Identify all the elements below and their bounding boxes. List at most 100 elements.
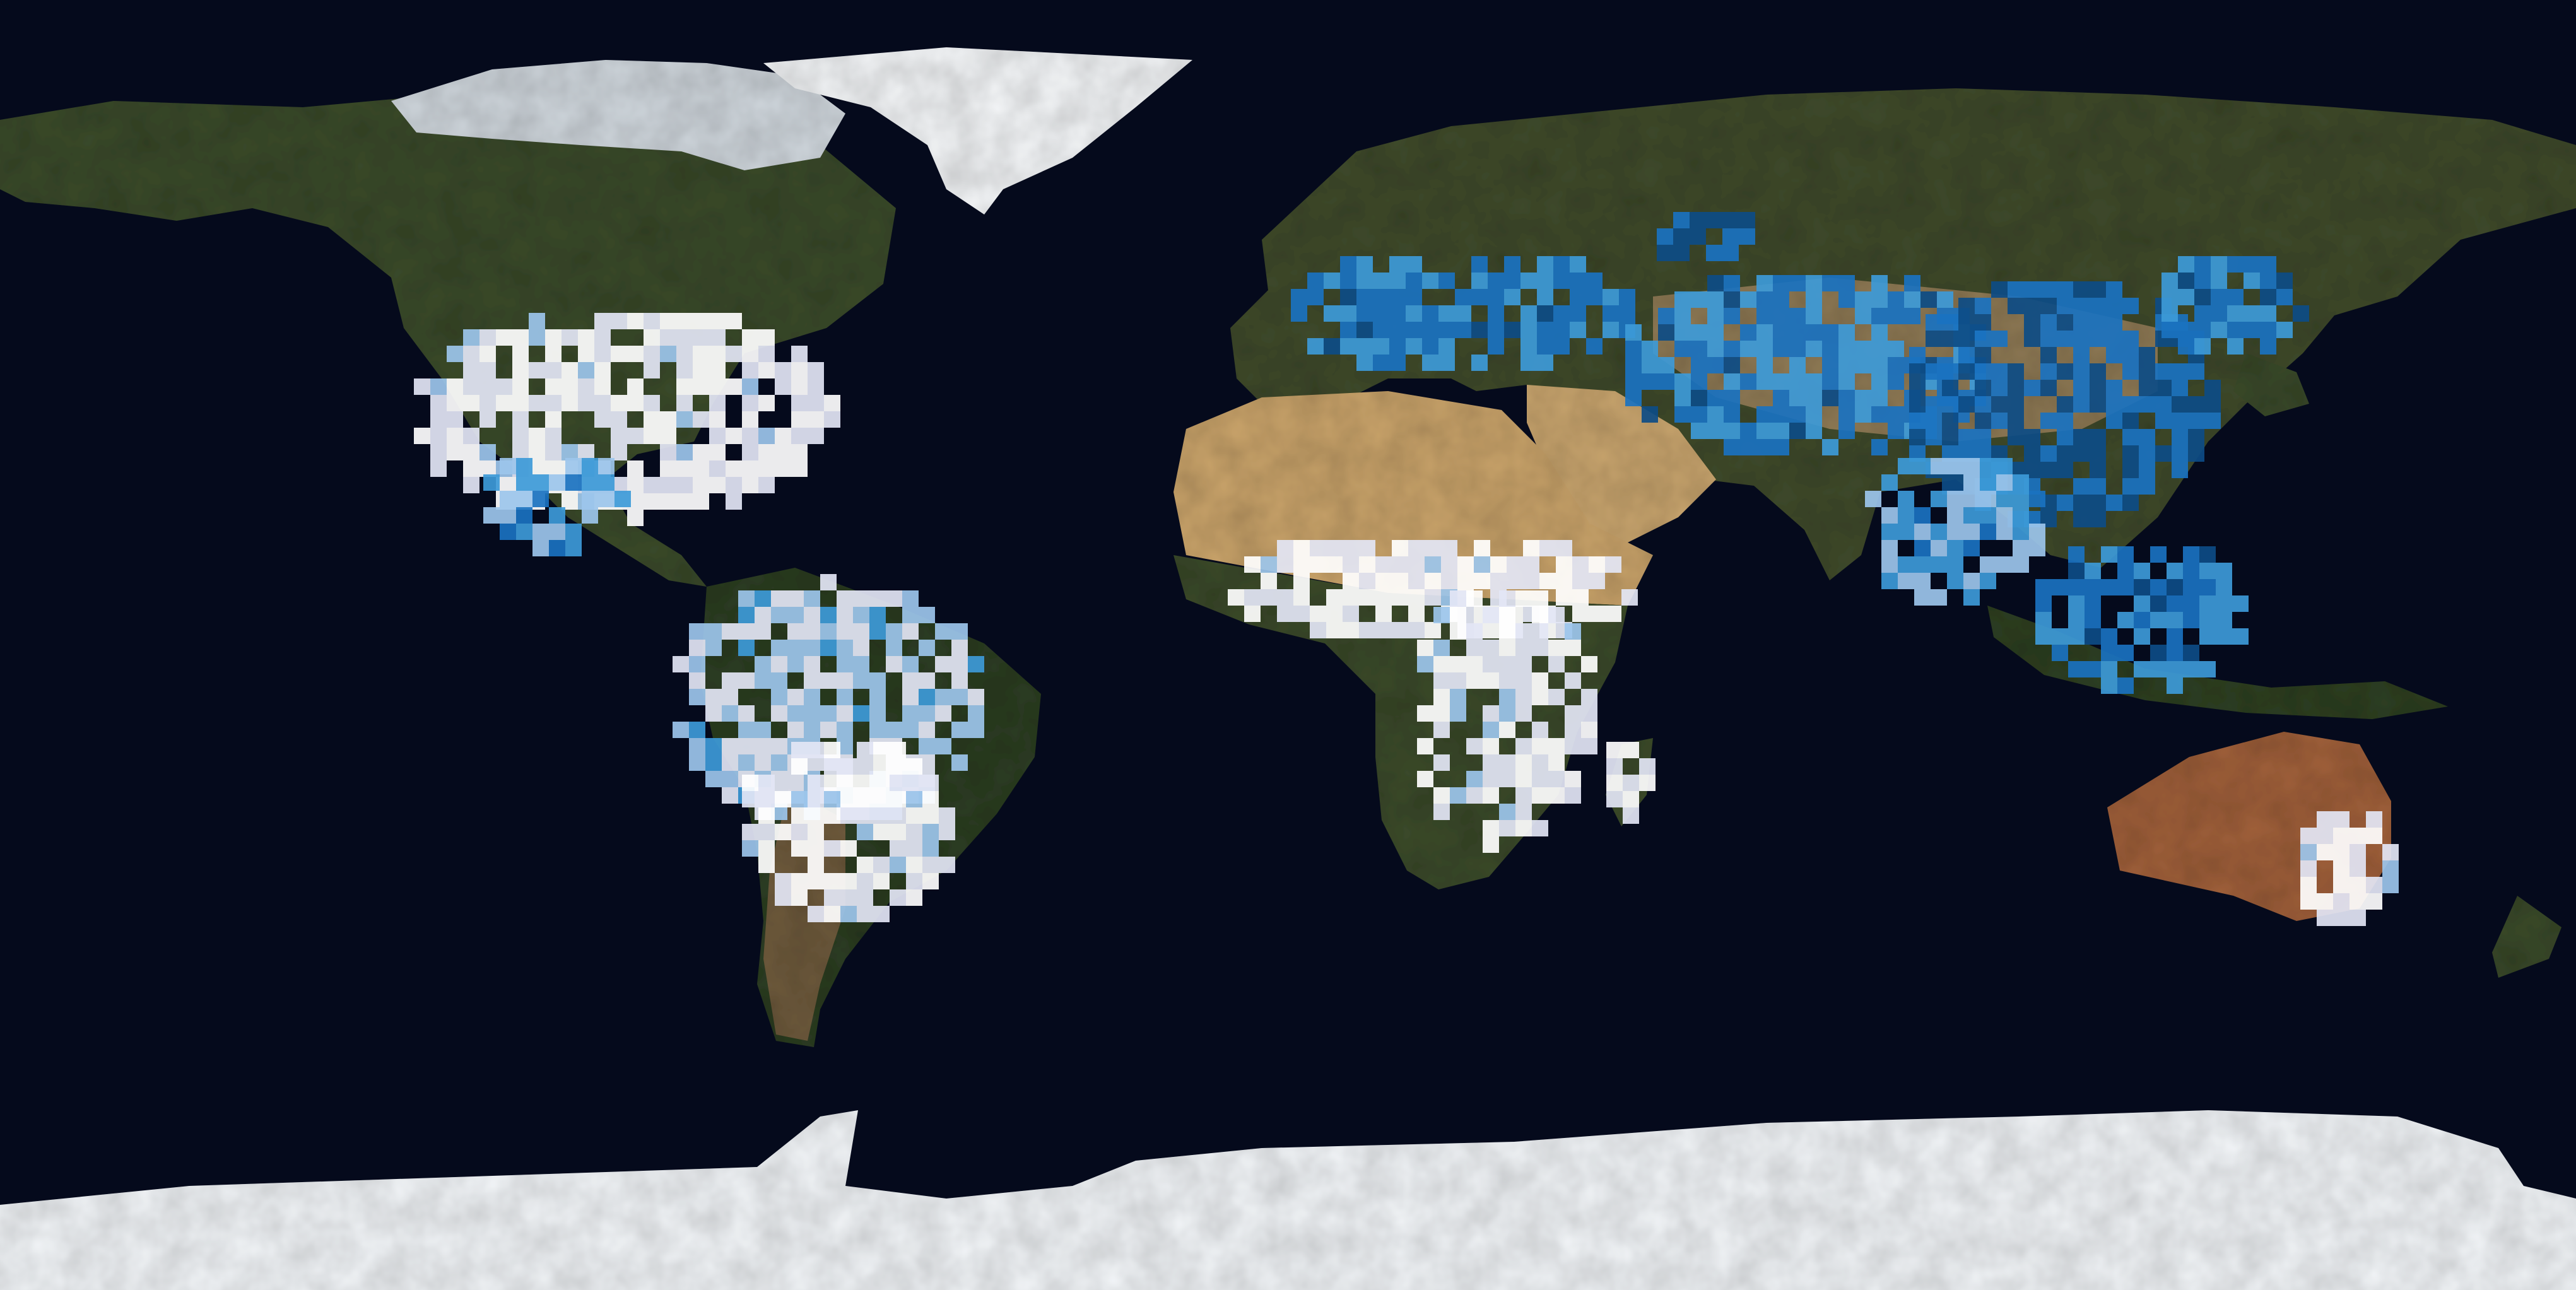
grid-cell (2122, 413, 2139, 429)
grid-cell (1520, 273, 1537, 289)
grid-cell (890, 758, 906, 775)
grid-cell (1310, 556, 1326, 573)
grid-cell (1548, 607, 1565, 623)
grid-cell (529, 444, 545, 460)
grid-cell (775, 444, 791, 460)
grid-cell (689, 738, 705, 754)
grid-cell (1980, 507, 1996, 524)
grid-cell (853, 590, 869, 607)
grid-cell (1450, 623, 1466, 640)
grid-cell (2090, 495, 2106, 511)
grid-cell (430, 460, 447, 477)
grid-cell (496, 395, 512, 411)
grid-cell (1507, 556, 1523, 573)
grid-cell (1326, 556, 1343, 573)
grid-cell (2024, 380, 2040, 396)
grid-cell (2057, 445, 2073, 462)
grid-cell (1417, 771, 1433, 787)
grid-cell (771, 754, 787, 771)
grid-cell (1466, 623, 1483, 640)
grid-cell (1898, 507, 1914, 524)
grid-cell (1553, 305, 1570, 322)
grid-cell (2106, 298, 2122, 314)
grid-cell (791, 840, 808, 857)
grid-cell (840, 775, 857, 791)
grid-cell (2101, 628, 2117, 645)
grid-cell (824, 906, 840, 922)
grid-cell (2035, 628, 2052, 645)
grid-cell (676, 477, 693, 493)
grid-cell (2300, 844, 2317, 860)
grid-cell (2317, 828, 2333, 844)
grid-cell (2333, 910, 2350, 926)
grid-cell (742, 346, 758, 362)
grid-cell (1515, 590, 1532, 607)
grid-cell (1406, 322, 1422, 338)
grid-cell (2350, 844, 2366, 860)
grid-cell (1438, 355, 1455, 371)
grid-cell (2366, 828, 2382, 844)
grid-cell (906, 840, 922, 857)
grid-cell (2194, 273, 2211, 289)
grid-cell (447, 444, 463, 460)
grid-cell (1756, 324, 1773, 341)
grid-cell (1499, 689, 1515, 705)
grid-cell (1603, 289, 1619, 305)
grid-cell (1724, 341, 1740, 357)
grid-cell (1619, 305, 1635, 322)
grid-cell (2244, 322, 2260, 338)
grid-cell (1406, 305, 1422, 322)
grid-cell (2040, 380, 2057, 396)
grid-cell (598, 491, 615, 507)
grid-cell (1581, 656, 1597, 672)
grid-cell (545, 428, 562, 444)
grid-cell (705, 623, 722, 640)
grid-cell (804, 656, 820, 672)
grid-cell (1926, 314, 1942, 331)
grid-cell (1806, 390, 1822, 406)
grid-cell (2057, 281, 2073, 298)
grid-cell (840, 873, 857, 889)
grid-cell (2090, 478, 2106, 495)
grid-cell (873, 824, 890, 840)
grid-cell (479, 362, 496, 378)
grid-cell (886, 656, 902, 672)
grid-cell (1789, 341, 1806, 357)
grid-cell (2134, 579, 2150, 595)
grid-cell (742, 378, 758, 395)
grid-cell (804, 640, 820, 656)
grid-cell (644, 477, 660, 493)
grid-cell (2139, 396, 2155, 413)
grid-cell (676, 378, 693, 395)
grid-cell (2366, 811, 2382, 828)
grid-cell (693, 460, 709, 477)
grid-cell (808, 824, 824, 840)
grid-cell (1392, 540, 1408, 556)
grid-cell (1455, 322, 1471, 338)
grid-cell (775, 889, 791, 906)
grid-cell (1865, 491, 1881, 507)
grid-cell (2167, 579, 2183, 595)
grid-cell (1515, 771, 1532, 787)
grid-cell (2216, 563, 2232, 579)
grid-cell (742, 362, 758, 378)
grid-cell (1838, 357, 1855, 373)
grid-cell (2155, 380, 2172, 396)
grid-cell (516, 474, 532, 491)
grid-cell (771, 590, 787, 607)
grid-cell (1515, 754, 1532, 771)
grid-cell (1603, 305, 1619, 322)
grid-cell (516, 458, 532, 474)
grid-cell (1926, 363, 1942, 380)
grid-cell (1507, 573, 1523, 589)
grid-cell (755, 590, 771, 607)
grid-cell (1359, 540, 1375, 556)
grid-cell (2227, 256, 2244, 273)
grid-cell (2260, 256, 2276, 273)
grid-cell (1724, 373, 1740, 390)
grid-cell (787, 656, 804, 672)
grid-cell (1942, 363, 1958, 380)
grid-cell (1422, 273, 1438, 289)
grid-cell (1537, 273, 1553, 289)
grid-cell (1822, 373, 1838, 390)
